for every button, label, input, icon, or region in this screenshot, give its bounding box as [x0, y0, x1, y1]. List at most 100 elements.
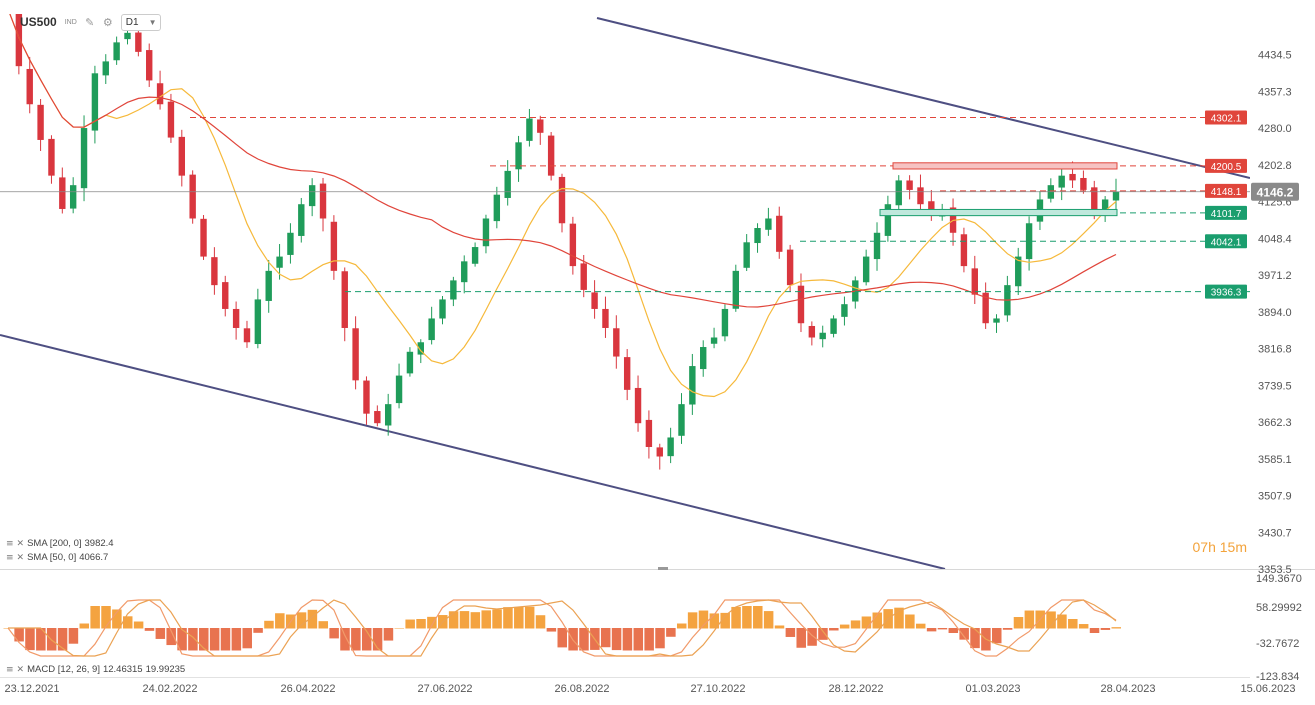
chevron-down-icon: ▼ [148, 17, 157, 27]
macd-bar [524, 606, 535, 629]
candle-body [667, 437, 674, 457]
candle-body [678, 404, 685, 436]
candle-body [1101, 199, 1109, 216]
pane-resize-handle [658, 567, 668, 570]
macd-bar [926, 628, 937, 632]
level-label-bg [1205, 284, 1247, 299]
macd-bar [666, 628, 676, 637]
macd-bar [644, 628, 654, 651]
candle-body [15, 14, 23, 67]
trend-line-lower [0, 334, 946, 569]
candle-body [102, 61, 109, 76]
candle-body [243, 328, 251, 343]
candle-body [526, 118, 533, 141]
macd-bar [1068, 619, 1078, 629]
candle-body [754, 228, 761, 244]
candle-body [884, 204, 892, 236]
candle-body [515, 142, 522, 170]
macd-bar [209, 628, 220, 651]
candle-body [1025, 223, 1033, 260]
macd-bar [676, 623, 687, 629]
candle-body [211, 257, 218, 286]
level-label-bg [1205, 183, 1247, 198]
sma50-legend[interactable]: ≡ ✕ SMA [50, 0] 4066.7 [6, 552, 108, 563]
sma50-label: SMA [50, 0] [27, 552, 77, 563]
macd-bar [14, 628, 24, 642]
macd-bar [427, 616, 437, 629]
candle-body [417, 342, 424, 355]
price-tick-label: 3816.8 [1258, 344, 1292, 356]
macd-bar [829, 628, 839, 631]
macd-bar [850, 620, 861, 629]
candle-body [547, 135, 555, 176]
macd-bar [742, 606, 752, 629]
macd-bar [155, 628, 166, 639]
candle-body [732, 270, 740, 309]
menu-icon[interactable]: ≡ [6, 538, 14, 549]
macd-bar [188, 628, 198, 651]
candle-body [113, 42, 120, 61]
macd-legend[interactable]: ≡ ✕ MACD [12, 26, 9] 12.46315 19.99235 [6, 664, 185, 675]
current-price-label: 4146.2 [1257, 186, 1294, 200]
candle-body [895, 180, 902, 206]
macd-bar [535, 615, 546, 629]
level-label: 4200.5 [1211, 162, 1242, 173]
level-label: 4148.1 [1211, 187, 1242, 198]
date-tick-label: 28.04.2023 [1100, 683, 1155, 695]
macd-bar [361, 628, 372, 651]
macd-value-2: 19.99235 [145, 664, 186, 675]
level-label-bg [1205, 158, 1247, 173]
close-icon[interactable]: ✕ [16, 538, 25, 549]
signal-line [8, 599, 1117, 657]
macd-bar [796, 628, 806, 648]
macd-bar [307, 609, 318, 629]
candle-body [591, 292, 598, 309]
macd-bar [785, 628, 796, 637]
candle-body [765, 218, 772, 230]
candle-body [461, 261, 468, 283]
macd-bar [68, 628, 79, 644]
menu-icon[interactable]: ≡ [6, 664, 14, 675]
candles [15, 14, 1120, 470]
price-tick-label: 3971.2 [1258, 270, 1292, 282]
candle-body [178, 136, 186, 176]
macd-bar [220, 628, 231, 651]
menu-icon[interactable]: ≡ [6, 552, 14, 563]
macd-bar [101, 606, 111, 629]
draw-icon[interactable]: ✎ [85, 15, 95, 29]
macd-bar [839, 624, 850, 629]
macd-bar [416, 619, 426, 629]
macd-bar [709, 613, 720, 629]
macd-bar [557, 628, 567, 648]
candle-body [710, 337, 718, 344]
instrument-type-badge: IND [64, 18, 77, 26]
candle-body [308, 185, 316, 207]
date-tick-label: 24.02.2022 [142, 683, 197, 695]
timeframe-select[interactable]: D1 ▼ [120, 13, 162, 31]
macd-tick-label: -32.7672 [1256, 638, 1299, 650]
macd-tick-label: 58.29992 [1256, 602, 1302, 614]
close-icon[interactable]: ✕ [16, 664, 25, 675]
macd-bar [905, 614, 915, 629]
macd-bar [1078, 624, 1089, 629]
symbol-label[interactable]: US500 [20, 15, 57, 29]
resistance-zone [892, 162, 1118, 170]
macd-bar [1046, 611, 1056, 629]
candle-body [59, 177, 66, 209]
close-icon[interactable]: ✕ [16, 552, 25, 563]
date-tick-label: 23.12.2021 [4, 683, 59, 695]
candle-body [689, 366, 696, 405]
settings-icon[interactable]: ⚙ [102, 15, 113, 29]
candle-body [254, 299, 262, 345]
macd-tick-label: -123.834 [1256, 671, 1299, 683]
candle-body [917, 187, 924, 205]
sma200-legend[interactable]: ≡ ✕ SMA [200, 0] 3982.4 [6, 538, 114, 549]
candle-body [1069, 173, 1076, 181]
macd-bar [405, 619, 415, 629]
level-label: 4302.1 [1211, 114, 1242, 125]
macd-bar [970, 628, 980, 649]
candle-body [873, 232, 881, 260]
candle-body [960, 234, 968, 267]
candle-body [80, 128, 88, 189]
